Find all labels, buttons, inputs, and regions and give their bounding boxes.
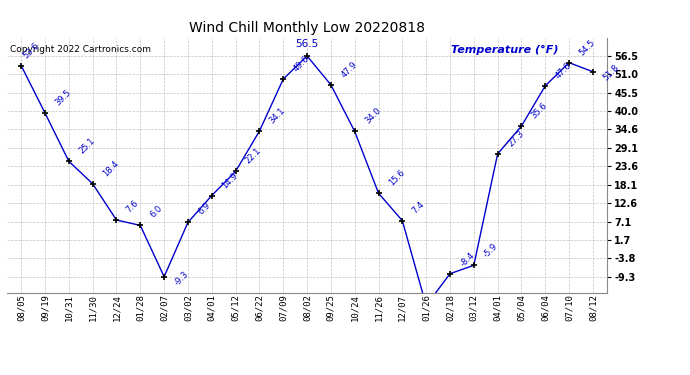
Text: 53.6: 53.6 xyxy=(21,40,41,60)
Text: 56.5: 56.5 xyxy=(295,39,319,49)
Text: -9.3: -9.3 xyxy=(172,270,190,288)
Text: 34.1: 34.1 xyxy=(268,106,287,126)
Text: 27.3: 27.3 xyxy=(506,129,526,149)
Text: Temperature (°F): Temperature (°F) xyxy=(451,45,559,55)
Text: 34.0: 34.0 xyxy=(363,106,382,126)
Text: 7.6: 7.6 xyxy=(125,199,141,214)
Text: 49.6: 49.6 xyxy=(292,54,311,74)
Text: 51.8: 51.8 xyxy=(601,63,621,83)
Text: 35.6: 35.6 xyxy=(530,101,549,120)
Text: -8.4: -8.4 xyxy=(458,250,476,268)
Text: 6.9: 6.9 xyxy=(196,201,212,217)
Text: -17.9: -17.9 xyxy=(0,374,1,375)
Title: Wind Chill Monthly Low 20220818: Wind Chill Monthly Low 20220818 xyxy=(189,21,425,35)
Text: 14.9: 14.9 xyxy=(220,171,239,190)
Text: -5.9: -5.9 xyxy=(482,242,500,260)
Text: 47.9: 47.9 xyxy=(339,60,359,79)
Text: 7.4: 7.4 xyxy=(411,200,426,215)
Text: 22.1: 22.1 xyxy=(244,147,264,166)
Text: 25.1: 25.1 xyxy=(77,136,97,156)
Text: 6.0: 6.0 xyxy=(148,204,164,220)
Text: 54.5: 54.5 xyxy=(578,38,597,57)
Text: Copyright 2022 Cartronics.com: Copyright 2022 Cartronics.com xyxy=(10,45,151,54)
Text: 18.4: 18.4 xyxy=(101,159,121,178)
Text: 15.6: 15.6 xyxy=(387,168,406,188)
Text: 39.5: 39.5 xyxy=(53,88,72,108)
Text: 47.6: 47.6 xyxy=(553,61,573,80)
